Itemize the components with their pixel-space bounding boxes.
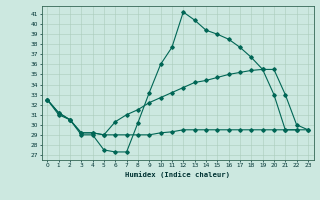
X-axis label: Humidex (Indice chaleur): Humidex (Indice chaleur) <box>125 171 230 178</box>
